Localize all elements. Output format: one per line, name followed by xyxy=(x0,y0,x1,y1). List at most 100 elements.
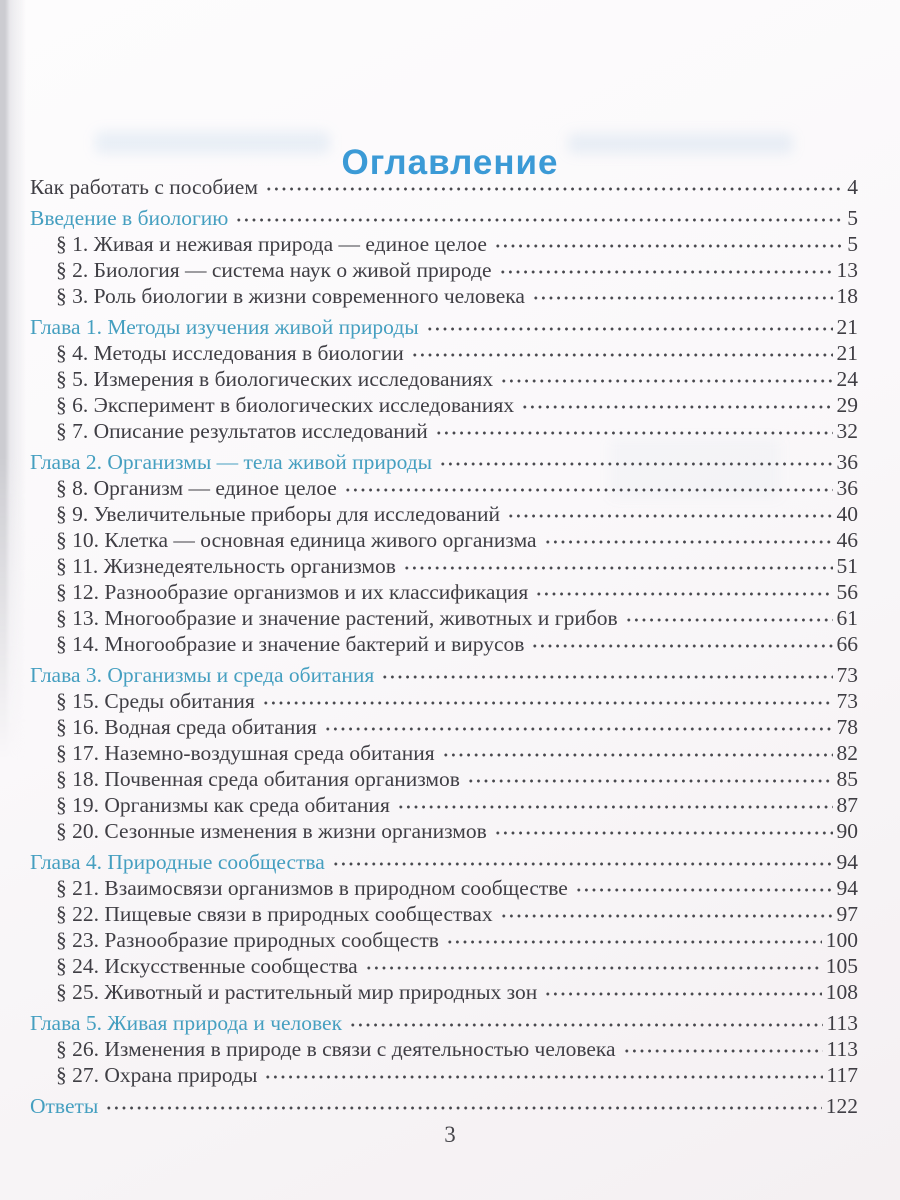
toc-entry-label: § 12. Разнообразие организмов и их класс… xyxy=(56,579,529,604)
toc-entry: § 24. Искусственные сообщества 105 xyxy=(30,951,858,977)
toc-entry-label: § 7. Описание результатов исследований xyxy=(56,418,428,443)
dotted-leader xyxy=(264,172,844,198)
toc-entry: § 20. Сезонные изменения в жизни организ… xyxy=(30,816,858,842)
toc-entry-label: § 13. Многообразие и значение растений, … xyxy=(56,605,618,630)
toc-entry: § 2. Биология — система наук о живой при… xyxy=(30,255,858,281)
dotted-leader xyxy=(574,873,833,899)
toc-entry: § 16. Водная среда обитания 78 xyxy=(30,712,858,738)
dotted-leader xyxy=(521,390,833,416)
toc-entry-page: 85 xyxy=(836,766,859,791)
dotted-leader xyxy=(235,203,844,229)
toc-entry: § 17. Наземно-воздушная среда обитания 82 xyxy=(30,738,858,764)
dotted-leader xyxy=(381,660,833,686)
dotted-leader xyxy=(498,255,833,281)
toc-entry: Глава 1. Методы изучения живой природы 21 xyxy=(30,312,858,338)
toc-entry-page: 105 xyxy=(825,953,858,978)
dotted-leader xyxy=(434,416,833,442)
toc-entry: Глава 3. Организмы и среда обитания 73 xyxy=(30,660,858,686)
toc-entry-label: § 25. Животный и растительный мир природ… xyxy=(56,979,538,1004)
dotted-leader xyxy=(493,229,844,255)
dotted-leader xyxy=(466,764,833,790)
page-edge-shadow xyxy=(0,0,28,760)
dotted-leader xyxy=(531,629,833,655)
toc-entry: § 3. Роль биологии в жизни современного … xyxy=(30,281,858,307)
toc-entry: § 13. Многообразие и значение растений, … xyxy=(30,603,858,629)
dotted-leader xyxy=(331,847,833,873)
toc-entry-page: 113 xyxy=(826,1010,858,1035)
toc-entry-page: 97 xyxy=(836,901,859,926)
toc-entry: § 15. Среды обитания 73 xyxy=(30,686,858,712)
show-through-artifact xyxy=(95,131,330,154)
toc-entry-label: § 15. Среды обитания xyxy=(56,688,255,713)
toc-entry-page: 73 xyxy=(836,688,859,713)
toc-entry-page: 13 xyxy=(836,257,859,282)
toc-entry: § 1. Живая и неживая природа — единое це… xyxy=(30,229,858,255)
toc-entry-label: § 14. Многообразие и значение бактерий и… xyxy=(56,631,525,656)
dotted-leader xyxy=(349,1008,823,1034)
toc-entry-page: 100 xyxy=(825,927,858,952)
toc-entry: Глава 4. Природные сообщества 94 xyxy=(30,847,858,873)
toc-entry-page: 56 xyxy=(836,579,859,604)
toc-entry-label: § 8. Организм — единое целое xyxy=(56,475,337,500)
toc-entry-page: 40 xyxy=(836,501,859,526)
dotted-leader xyxy=(439,447,833,473)
toc-entry-page: 90 xyxy=(836,818,859,843)
toc-entry-label: § 2. Биология — система наук о живой при… xyxy=(56,257,492,282)
toc-entry-label: § 5. Измерения в биологических исследова… xyxy=(56,366,494,391)
toc-entry-label: § 18. Почвенная среда обитания организмо… xyxy=(56,766,460,791)
toc-entry-page: 51 xyxy=(836,553,859,578)
toc-entry-label: § 1. Живая и неживая природа — единое це… xyxy=(56,231,487,256)
toc-entry: Ответы 122 xyxy=(30,1091,858,1117)
toc-entry-label: Глава 4. Природные сообщества xyxy=(30,849,325,874)
toc-entry-page: 5 xyxy=(847,231,858,256)
toc-entry: § 19. Организмы как среда обитания 87 xyxy=(30,790,858,816)
toc-entry-label: Как работать с пособием xyxy=(30,174,258,199)
toc-list: Как работать с пособием 4 Введение в биоло… xyxy=(30,172,858,1117)
toc-entry-label: § 20. Сезонные изменения в жизни организ… xyxy=(56,818,487,843)
dotted-leader xyxy=(499,899,833,925)
dotted-leader xyxy=(425,312,833,338)
dotted-leader xyxy=(445,925,822,951)
dotted-leader xyxy=(500,364,833,390)
dotted-leader xyxy=(261,686,833,712)
toc-entry-label: § 10. Клетка — основная единица живого о… xyxy=(56,527,537,552)
toc-entry: § 9. Увеличительные приборы для исследов… xyxy=(30,499,858,525)
toc-entry: Введение в биологию 5 xyxy=(30,203,858,229)
toc-entry-page: 21 xyxy=(836,340,859,365)
toc-entry-page: 94 xyxy=(836,849,859,874)
toc-entry-page: 36 xyxy=(836,449,859,474)
toc-entry-page: 87 xyxy=(836,792,859,817)
dotted-leader xyxy=(410,338,833,364)
toc-entry-label: § 9. Увеличительные приборы для исследов… xyxy=(56,501,501,526)
toc-entry: § 10. Клетка — основная единица живого о… xyxy=(30,525,858,551)
toc-entry-label: § 22. Пищевые связи в природных сообщест… xyxy=(56,901,493,926)
toc-entry-page: 122 xyxy=(825,1093,858,1118)
toc-entry-label: § 24. Искусственные сообщества xyxy=(56,953,358,978)
toc-entry-page: 29 xyxy=(836,392,859,417)
toc-entry-page: 113 xyxy=(826,1036,858,1061)
dotted-leader xyxy=(543,525,833,551)
toc-entry-page: 24 xyxy=(836,366,859,391)
toc-entry: § 5. Измерения в биологических исследова… xyxy=(30,364,858,390)
dotted-leader xyxy=(544,977,822,1003)
show-through-artifact xyxy=(568,133,793,154)
toc-entry-page: 73 xyxy=(836,662,859,687)
toc-entry-label: § 6. Эксперимент в биологических исследо… xyxy=(56,392,515,417)
toc-entry: § 26. Изменения в природе в связи с деят… xyxy=(30,1034,858,1060)
toc-entry-page: 5 xyxy=(847,205,858,230)
toc-entry-label: Глава 2. Организмы — тела живой природы xyxy=(30,449,433,474)
toc-entry-label: § 11. Жизнедеятельность организмов xyxy=(56,553,396,578)
toc-entry-page: 94 xyxy=(836,875,859,900)
toc-entry-page: 82 xyxy=(836,740,859,765)
toc-entry-page: 36 xyxy=(836,475,859,500)
dotted-leader xyxy=(396,790,833,816)
toc-entry: § 4. Методы исследования в биологии 21 xyxy=(30,338,858,364)
toc-entry-label: § 23. Разнообразие природных сообществ xyxy=(56,927,439,952)
toc-entry: § 27. Охрана природы 117 xyxy=(30,1060,858,1086)
toc-entry-label: Глава 5. Живая природа и человек xyxy=(30,1010,343,1035)
toc-entry: § 6. Эксперимент в биологических исследо… xyxy=(30,390,858,416)
toc-entry-label: Глава 3. Организмы и среда обитания xyxy=(30,662,375,687)
toc-entry: § 14. Многообразие и значение бактерий и… xyxy=(30,629,858,655)
toc-entry-label: § 3. Роль биологии в жизни современного … xyxy=(56,283,525,308)
dotted-leader xyxy=(105,1091,822,1117)
